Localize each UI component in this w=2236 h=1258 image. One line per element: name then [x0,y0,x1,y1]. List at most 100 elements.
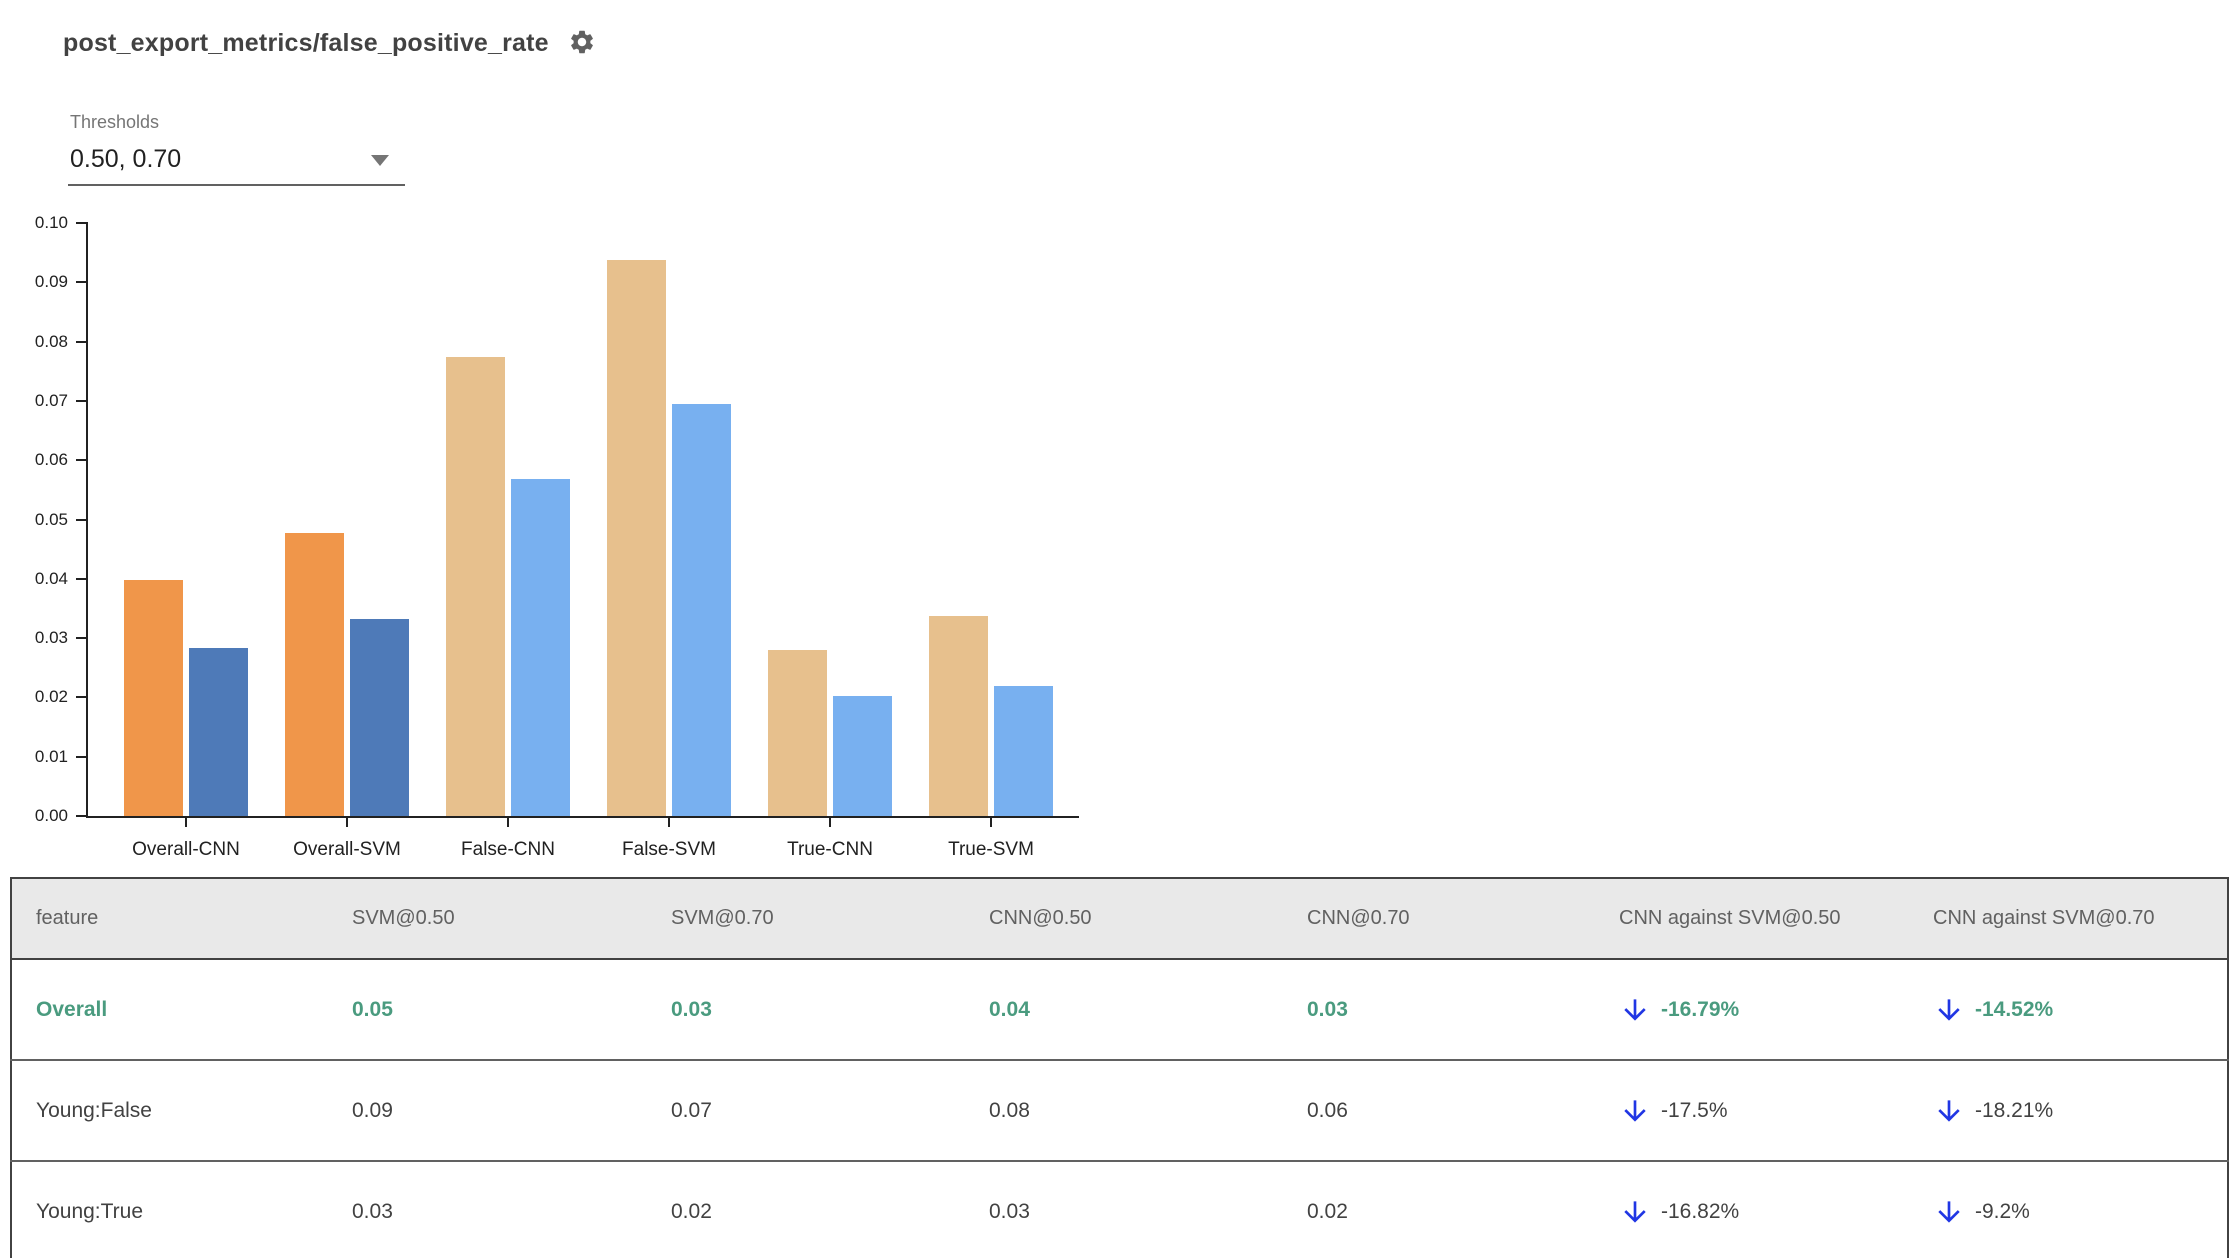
delta-cell: -17.5% [1595,1059,1909,1161]
metric-value-cell: 0.07 [647,1059,965,1161]
x-axis-tick [185,818,187,827]
arrow-down-icon [1933,1196,1965,1228]
y-axis-tick-label: 0.07 [34,391,68,410]
bar-chart: 0.10 0.09 0.08 0.07 0.06 0.05 0.04 0.03 0.02 0.01… [35,213,1079,860]
metric-value-cell: 0.03 [965,1160,1283,1258]
metric-value-cell: 0.09 [328,1059,647,1161]
delta-value: -16.82% [1661,1199,1740,1223]
y-axis-tick [76,222,88,224]
column-header: SVM@0.70 [647,878,965,960]
metric-value-cell: 0.03 [671,997,712,1021]
delta-cell: -9.2% [1909,1160,2228,1258]
metric-value-cell: 0.02 [1283,1160,1595,1258]
feature-cell: Young:False [11,1059,328,1161]
arrow-down-icon [1619,1095,1651,1127]
bar-false-svm-t070 [672,404,731,816]
chevron-down-icon [371,155,389,166]
x-axis-category-label: True-CNN [787,839,873,860]
settings-button[interactable] [567,28,597,58]
y-axis-tick-label: 0.06 [34,450,68,469]
y-axis-tick-label: 0.01 [34,747,68,766]
x-axis-category-label: False-SVM [622,839,716,860]
delta-cell: -14.52% [1909,959,2228,1060]
thresholds-label: Thresholds [70,112,160,132]
y-axis-tick [76,815,88,817]
arrow-down-icon [1619,994,1651,1026]
metric-value-cell: 0.02 [647,1160,965,1258]
y-axis-tick [76,519,88,521]
column-header: CNN@0.70 [1283,878,1595,960]
delta-value: -14.52% [1975,997,2054,1021]
y-axis-tick-label: 0.04 [34,569,68,588]
y-axis-tick [76,459,88,461]
y-axis-tick-label: 0.09 [34,272,68,291]
column-header: CNN@0.50 [965,878,1283,960]
y-axis-tick-label: 0.02 [34,687,68,706]
delta-cell: -18.21% [1909,1059,2228,1161]
x-axis-tick [668,818,670,827]
table-row: Overall 0.05 0.03 0.04 0.03 -16.79% -14.52% [11,959,2228,1060]
bar-true-svm-t070 [994,686,1053,816]
bar-overall-cnn-t070 [189,648,248,816]
bar-overall-cnn-t050 [124,580,183,816]
y-axis-tick [76,756,88,758]
x-axis-category-label: True-SVM [948,839,1034,860]
column-header: CNN against SVM@0.50 [1595,878,1909,960]
metric-value-cell: 0.05 [352,997,393,1021]
x-axis-tick [507,818,509,827]
metric-header: post_export_metrics/false_positive_rate [63,28,597,58]
table-row: Young:True 0.03 0.02 0.03 0.02 -16.82% -9.2% [11,1160,2228,1258]
bar-true-svm-t050 [929,616,988,816]
y-axis-tick-label: 0.05 [34,510,68,529]
y-axis-tick-label: 0.10 [34,213,68,232]
thresholds-select[interactable]: 0.50, 0.70 [68,141,405,186]
feature-cell: Young:True [11,1160,328,1258]
arrow-down-icon [1933,994,1965,1026]
arrow-down-icon [1619,1196,1651,1228]
bar-false-cnn-t050 [446,357,505,816]
thresholds-value: 0.50, 0.70 [70,145,182,173]
metric-value-cell: 0.03 [1307,997,1348,1021]
bar-overall-svm-t050 [285,533,344,816]
y-axis-tick [76,696,88,698]
delta-value: -9.2% [1975,1199,2030,1223]
bar-true-cnn-t070 [833,696,892,816]
x-axis-tick [990,818,992,827]
arrow-down-icon [1933,1095,1965,1127]
table-row: Young:False 0.09 0.07 0.08 0.06 -17.5% -18.21% [11,1059,2228,1161]
y-axis-tick [76,578,88,580]
table-header-row: feature SVM@0.50 SVM@0.70 CNN@0.50 CNN@0.70 C… [11,878,2228,960]
bar-true-cnn-t050 [768,650,827,816]
metric-value-cell: 0.03 [328,1160,647,1258]
y-axis-tick [76,400,88,402]
y-axis-tick-label: 0.03 [34,628,68,647]
y-axis-tick [76,281,88,283]
delta-value: -16.79% [1661,997,1740,1021]
thresholds-control: Thresholds 0.50, 0.70 [68,112,405,186]
column-header: feature [11,878,328,960]
y-axis-tick-label: 0.00 [34,806,68,825]
metric-title: post_export_metrics/false_positive_rate [63,28,549,57]
delta-value: -17.5% [1661,1098,1728,1122]
delta-cell: -16.82% [1595,1160,1909,1258]
x-axis-tick [829,818,831,827]
bar-false-svm-t050 [607,260,666,816]
x-axis-category-label: False-CNN [461,839,555,860]
metric-value-cell: 0.08 [965,1059,1283,1161]
gear-icon [568,28,596,59]
column-header: SVM@0.50 [328,878,647,960]
metric-value-cell: 0.04 [989,997,1030,1021]
delta-value: -18.21% [1975,1098,2054,1122]
bar-false-cnn-t070 [511,479,570,816]
bar-overall-svm-t070 [350,619,409,816]
x-axis-category-label: Overall-CNN [132,839,240,860]
delta-cell: -16.79% [1595,959,1909,1060]
y-axis-tick [76,341,88,343]
y-axis-tick-label: 0.08 [34,332,68,351]
metrics-table: feature SVM@0.50 SVM@0.70 CNN@0.50 CNN@0.70 C… [10,877,2229,1258]
column-header: CNN against SVM@0.70 [1909,878,2228,960]
feature-cell: Overall [36,997,108,1021]
metric-value-cell: 0.06 [1283,1059,1595,1161]
y-axis-tick [76,637,88,639]
